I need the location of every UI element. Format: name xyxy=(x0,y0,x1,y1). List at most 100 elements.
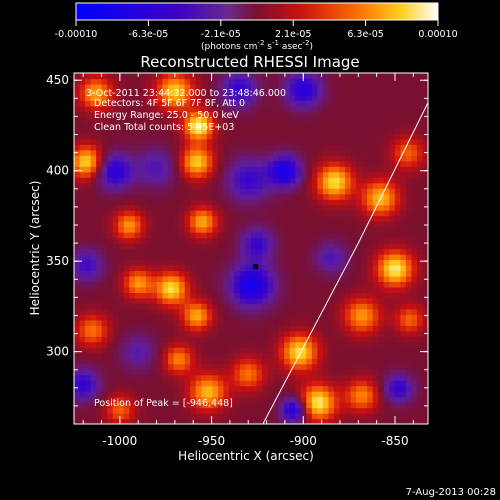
heatmap-cell xyxy=(295,111,302,118)
heatmap-cell xyxy=(251,160,258,167)
heatmap-cell xyxy=(168,73,175,80)
heatmap-cell xyxy=(79,171,86,178)
heatmap-cell xyxy=(239,369,247,376)
heatmap-cell xyxy=(356,160,363,167)
heatmap-cell xyxy=(151,83,158,91)
heatmap-cell xyxy=(206,177,213,184)
heatmap-cell xyxy=(383,171,390,178)
heatmap-cell xyxy=(262,160,269,167)
heatmap-cell xyxy=(300,193,307,200)
heatmap-cell xyxy=(394,369,401,376)
heatmap-cell xyxy=(123,330,130,337)
heatmap-cell xyxy=(223,369,230,376)
heatmap-cell xyxy=(217,243,224,250)
heatmap-cell xyxy=(262,94,269,102)
heatmap-cell xyxy=(195,402,202,409)
heatmap-cell xyxy=(101,325,108,332)
heatmap-cell xyxy=(322,303,330,310)
heatmap-cell xyxy=(129,325,136,332)
heatmap-cell xyxy=(129,380,136,387)
heatmap-cell xyxy=(278,308,285,315)
heatmap-cell xyxy=(278,116,285,123)
heatmap-cell xyxy=(389,127,396,134)
heatmap-cell xyxy=(206,193,213,200)
heatmap-cell xyxy=(134,221,141,228)
heatmap-cell xyxy=(278,264,285,272)
heatmap-cell xyxy=(256,380,263,387)
heatmap-cell xyxy=(350,303,357,310)
heatmap-cell xyxy=(262,221,269,228)
heatmap-cell xyxy=(339,171,346,178)
heatmap-cell xyxy=(416,127,424,134)
heatmap-cell xyxy=(118,204,125,211)
heatmap-cell xyxy=(416,303,424,310)
heatmap-cell xyxy=(372,336,379,343)
heatmap-cell xyxy=(245,336,252,343)
heatmap-cell xyxy=(201,182,208,189)
heatmap-cell xyxy=(184,413,191,420)
heatmap-cell xyxy=(195,160,202,167)
heatmap-cell xyxy=(134,270,141,277)
heatmap-cell xyxy=(156,275,164,282)
heatmap-cell xyxy=(262,171,269,178)
heatmap-cell xyxy=(345,226,352,233)
heatmap-cell xyxy=(223,94,230,102)
heatmap-cell xyxy=(317,347,324,354)
heatmap-cell xyxy=(184,270,191,277)
heatmap-cell xyxy=(134,248,141,255)
heatmap-cell xyxy=(405,281,413,288)
heatmap-cell xyxy=(129,193,136,200)
heatmap-cell xyxy=(217,407,224,414)
heatmap-cell xyxy=(256,116,263,123)
heatmap-cell xyxy=(405,116,413,123)
heatmap-cell xyxy=(400,122,407,129)
heatmap-cell xyxy=(112,352,119,359)
heatmap-cell xyxy=(201,259,208,266)
heatmap-cell xyxy=(345,105,352,112)
heatmap-cell xyxy=(245,199,252,206)
heatmap-cell xyxy=(416,385,424,392)
heatmap-cell xyxy=(333,286,341,293)
heatmap-cell xyxy=(223,391,230,398)
heatmap-cell xyxy=(284,127,291,134)
heatmap-cell xyxy=(400,177,407,184)
heatmap-cell xyxy=(234,89,241,96)
heatmap-cell xyxy=(239,341,247,348)
heatmap-cell xyxy=(372,358,379,365)
heatmap-cell xyxy=(112,105,119,112)
heatmap-cell xyxy=(223,188,230,195)
heatmap-cell xyxy=(350,144,357,151)
heatmap-cell xyxy=(168,155,175,162)
heatmap-cell xyxy=(112,358,119,365)
heatmap-cell xyxy=(422,221,428,228)
heatmap-cell xyxy=(179,199,186,206)
heatmap-cell xyxy=(145,303,153,310)
heatmap-cell xyxy=(107,78,114,85)
heatmap-cell xyxy=(361,138,368,145)
heatmap-cell xyxy=(306,237,313,244)
heatmap-cell xyxy=(123,259,130,266)
heatmap-cell xyxy=(107,253,114,261)
heatmap-cell xyxy=(156,407,164,414)
heatmap-cell xyxy=(239,83,247,91)
heatmap-cell xyxy=(284,259,291,266)
heatmap-cell xyxy=(273,237,280,244)
heatmap-cell xyxy=(129,89,136,96)
heatmap-cell xyxy=(372,221,379,228)
heatmap-cell xyxy=(339,292,346,299)
heatmap-cell xyxy=(245,177,252,184)
heatmap-cell xyxy=(206,352,213,359)
heatmap-cell xyxy=(201,413,208,420)
heatmap-cell xyxy=(322,374,330,381)
heatmap-cell xyxy=(184,78,191,85)
heatmap-cell xyxy=(162,374,169,381)
heatmap-cell xyxy=(245,264,252,272)
heatmap-cell xyxy=(123,138,130,145)
heatmap-cell xyxy=(101,111,108,118)
heatmap-cell xyxy=(107,314,114,321)
heatmap-cell xyxy=(179,270,186,277)
heatmap-cell xyxy=(190,243,197,250)
heatmap-cell xyxy=(289,155,296,162)
heatmap-cell xyxy=(350,122,357,129)
heatmap-cell xyxy=(79,330,86,337)
